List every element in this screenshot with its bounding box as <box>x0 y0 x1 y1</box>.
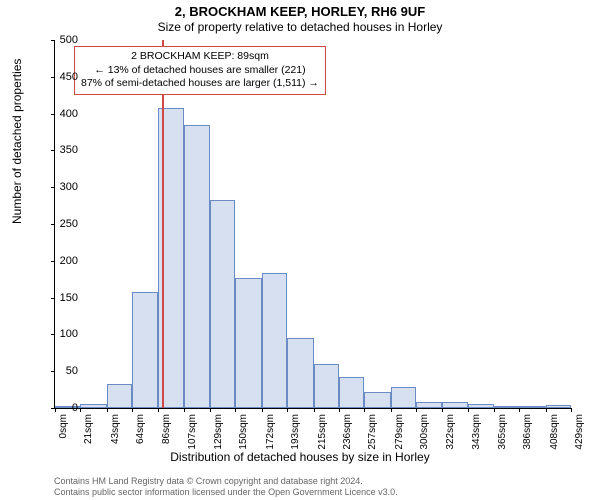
annotation-line3: 87% of semi-detached houses are larger (… <box>81 77 319 91</box>
x-tick-label: 215sqm <box>317 414 328 450</box>
y-tick-label: 500 <box>60 34 78 46</box>
histogram-bar <box>287 338 313 408</box>
histogram-bar <box>262 273 287 408</box>
chart-subtitle: Size of property relative to detached ho… <box>0 20 600 34</box>
x-axis-label: Distribution of detached houses by size … <box>0 450 600 464</box>
y-tick-label: 250 <box>60 218 78 230</box>
annotation-line2: ← 13% of detached houses are smaller (22… <box>81 64 319 78</box>
x-tick-label: 129sqm <box>213 414 224 450</box>
histogram-bar <box>314 364 339 408</box>
y-axis-label: Number of detached properties <box>10 59 24 224</box>
histogram-bar <box>339 377 364 408</box>
x-tick-label: 107sqm <box>187 414 198 450</box>
y-tick-label: 150 <box>60 292 78 304</box>
x-tick-label: 343sqm <box>471 414 482 450</box>
x-tick-label: 300sqm <box>419 414 430 450</box>
y-tick-label: 100 <box>60 328 78 340</box>
x-tick-label: 322sqm <box>445 414 456 450</box>
histogram-bar <box>494 406 519 408</box>
histogram-bar <box>442 402 467 408</box>
footer-line1: Contains HM Land Registry data © Crown c… <box>54 476 398 487</box>
plot-area: 0sqm21sqm43sqm64sqm86sqm107sqm129sqm150s… <box>54 40 571 409</box>
histogram-bar <box>546 405 571 408</box>
x-tick-label: 236sqm <box>342 414 353 450</box>
y-tick-label: 350 <box>60 144 78 156</box>
y-tick-label: 400 <box>60 108 78 120</box>
x-tick-label: 429sqm <box>574 414 585 450</box>
annotation-line1: 2 BROCKHAM KEEP: 89sqm <box>81 50 319 64</box>
footer: Contains HM Land Registry data © Crown c… <box>54 476 398 498</box>
y-tick-label: 50 <box>66 365 78 377</box>
histogram-bar <box>235 278 261 408</box>
chart-container: 0sqm21sqm43sqm64sqm86sqm107sqm129sqm150s… <box>54 40 570 408</box>
x-tick-label: 43sqm <box>110 414 121 444</box>
histogram-bar <box>184 125 210 408</box>
x-tick-label: 64sqm <box>135 414 146 444</box>
chart-title: 2, BROCKHAM KEEP, HORLEY, RH6 9UF <box>0 0 600 19</box>
y-tick-label: 450 <box>60 71 78 83</box>
x-tick-label: 365sqm <box>497 414 508 450</box>
histogram-bar <box>519 406 545 408</box>
annotation-box: 2 BROCKHAM KEEP: 89sqm ← 13% of detached… <box>74 46 326 95</box>
y-tick-label: 300 <box>60 181 78 193</box>
x-tick-label: 86sqm <box>161 414 172 444</box>
x-tick-label: 279sqm <box>394 414 405 450</box>
x-tick-label: 408sqm <box>549 414 560 450</box>
histogram-bar <box>132 292 158 408</box>
y-tick-label: 0 <box>72 402 78 414</box>
x-tick-label: 150sqm <box>238 414 249 450</box>
x-tick-label: 21sqm <box>83 414 94 444</box>
histogram-bar <box>364 392 390 408</box>
histogram-bar <box>210 200 235 408</box>
histogram-bar <box>391 387 416 408</box>
footer-line2: Contains public sector information licen… <box>54 487 398 498</box>
histogram-bar <box>468 404 494 408</box>
property-marker-line <box>162 40 164 408</box>
x-tick-label: 193sqm <box>290 414 301 450</box>
y-tick-label: 200 <box>60 255 78 267</box>
histogram-bar <box>80 404 106 408</box>
histogram-bar <box>416 402 442 408</box>
x-tick-label: 386sqm <box>522 414 533 450</box>
x-tick-label: 172sqm <box>265 414 276 450</box>
x-tick-label: 0sqm <box>58 414 69 438</box>
histogram-bar <box>107 384 132 408</box>
x-tick-label: 257sqm <box>367 414 378 450</box>
